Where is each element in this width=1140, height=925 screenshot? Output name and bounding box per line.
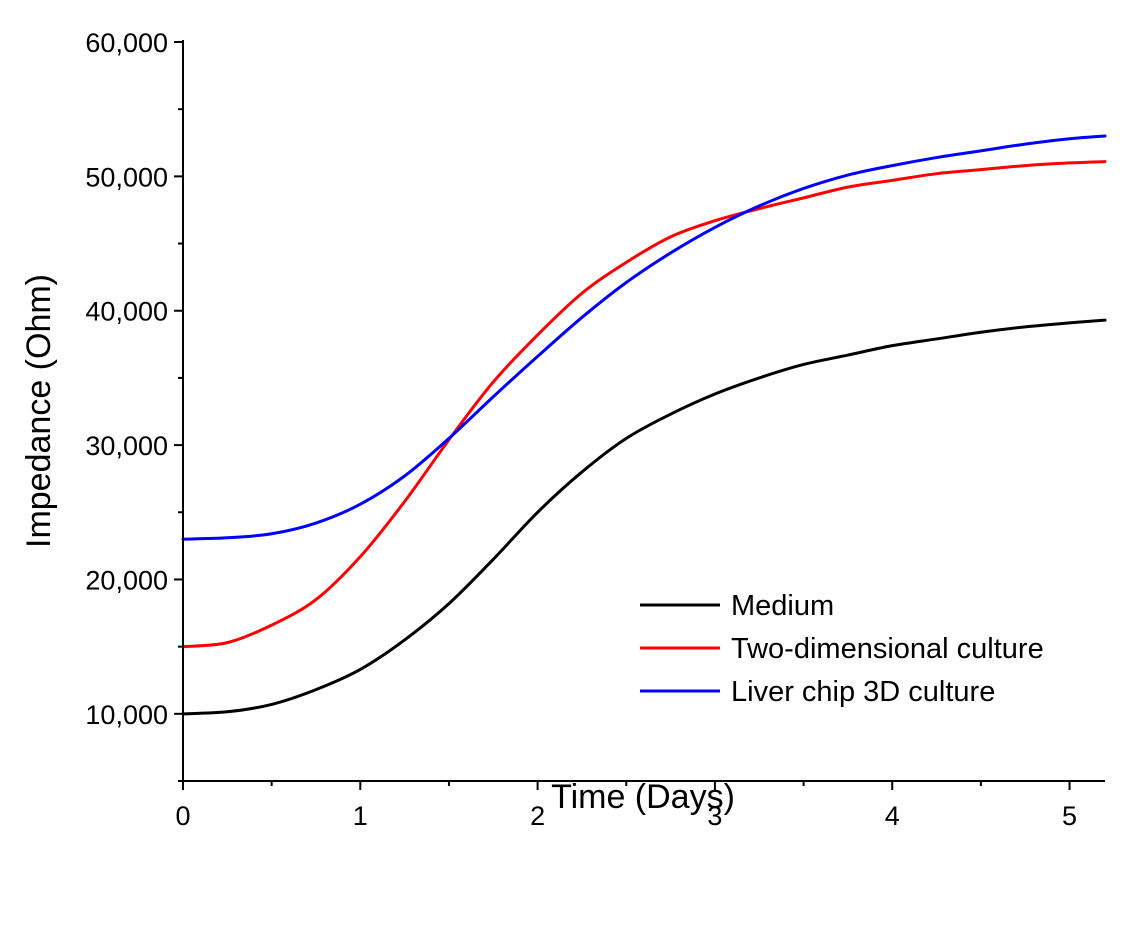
legend-label: Liver chip 3D culture	[731, 676, 995, 708]
legend-label: Two-dimensional culture	[731, 633, 1044, 665]
y-axis-title: Impedance (Ohm)	[20, 274, 58, 548]
y-tick-label: 50,000	[85, 162, 168, 192]
ticks-layer: 0 1 2 3 4 5 10,000 20,000 30,000 40,000 50,000 60,0…	[85, 28, 1077, 831]
y-tick-label: 10,000	[85, 700, 168, 730]
series-line-medium	[181, 318, 1107, 716]
x-tick-label: 2	[530, 801, 545, 831]
y-tick-label: 20,000	[85, 565, 168, 595]
x-tick-label: 3	[707, 801, 722, 831]
x-axis-title: Time (Days)	[551, 778, 735, 816]
y-tick-label: 40,000	[85, 297, 168, 327]
axes-layer	[182, 40, 1105, 782]
x-tick-label: 1	[353, 801, 368, 831]
y-tick-label: 30,000	[85, 431, 168, 461]
legend-label: Medium	[731, 590, 834, 622]
x-tick-label: 4	[885, 801, 900, 831]
legend: Medium Two-dimensional culture Liver chip …	[640, 590, 1044, 708]
x-tick-label: 5	[1062, 801, 1077, 831]
y-tick-label: 60,000	[85, 28, 168, 58]
series-line-two-dimensional-culture	[181, 160, 1107, 649]
x-tick-label: 0	[175, 801, 190, 831]
series-line-liver-chip-3d-culture	[181, 134, 1107, 541]
series-layer	[181, 134, 1107, 716]
